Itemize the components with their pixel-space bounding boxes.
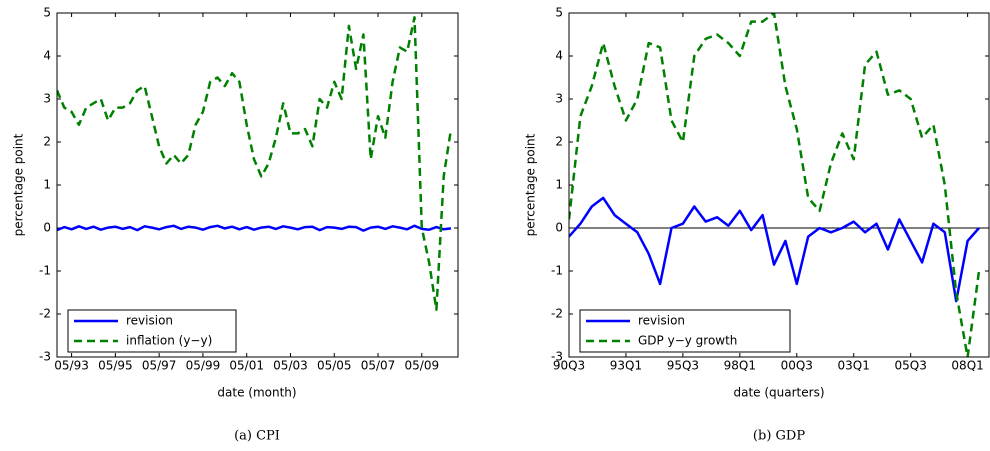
x-tick-label: 05Q3 xyxy=(894,359,926,373)
subplot: -3 -2 -1 0 1 2 3 4 5 05/93 05/95 05/97 05/99 05/01 05/… xyxy=(12,6,459,444)
y-tick-label: -2 xyxy=(39,307,51,321)
y-tick-label: 0 xyxy=(555,221,563,235)
series-line xyxy=(569,13,981,357)
x-tick-label: 05/01 xyxy=(229,359,264,373)
x-tick-label: 90Q3 xyxy=(553,359,585,373)
x-tick-label: 05/97 xyxy=(142,359,177,373)
legend-label: revision xyxy=(638,314,685,328)
y-tick-label: 4 xyxy=(555,49,563,63)
caption: (b) GDP xyxy=(753,429,805,444)
y-tick-label: 4 xyxy=(43,49,51,63)
x-tick-label: 05/09 xyxy=(405,359,440,373)
y-tick-label: 5 xyxy=(555,6,563,20)
plot-area xyxy=(569,13,989,357)
axes-frame xyxy=(568,12,990,358)
series-line xyxy=(569,196,980,303)
x-tick-label: 05/93 xyxy=(54,359,89,373)
y-tick-label: 3 xyxy=(555,92,563,106)
y-axis-label: percentage point xyxy=(524,133,538,236)
y-tick-label: -1 xyxy=(551,264,563,278)
y-tick-label: 5 xyxy=(43,6,51,20)
legend-label: revision xyxy=(126,314,173,328)
y-tick-label: 1 xyxy=(43,178,51,192)
y-tick-label: 2 xyxy=(555,135,563,149)
x-tick-label: 05/95 xyxy=(98,359,133,373)
legend-label: GDP y−y growth xyxy=(638,334,737,348)
x-tick-label: 00Q3 xyxy=(781,359,813,373)
y-tick-label: -3 xyxy=(551,350,563,364)
caption: (a) CPI xyxy=(234,429,280,444)
series-line xyxy=(57,16,453,311)
x-tick-label: 05/99 xyxy=(186,359,221,373)
x-tick-label: 08Q1 xyxy=(951,359,983,373)
x-tick-label: 05/07 xyxy=(361,359,396,373)
series-line xyxy=(57,224,452,232)
y-tick-label: 3 xyxy=(43,92,51,106)
y-tick-label: -2 xyxy=(551,307,563,321)
x-tick-label: 98Q1 xyxy=(724,359,756,373)
y-tick-label: -1 xyxy=(39,264,51,278)
axes-frame xyxy=(56,12,459,358)
legend-box xyxy=(579,309,791,353)
plot-lines xyxy=(569,13,981,357)
y-tick-label: 0 xyxy=(43,221,51,235)
y-tick-label: 2 xyxy=(43,135,51,149)
plot-lines xyxy=(57,16,453,311)
y-axis-label: percentage point xyxy=(12,133,26,236)
x-tick-label: 05/03 xyxy=(273,359,308,373)
x-tick-label: 95Q3 xyxy=(667,359,699,373)
x-axis-label: date (quarters) xyxy=(733,386,824,400)
legend-box xyxy=(67,309,237,353)
x-tick-label: 03Q1 xyxy=(838,359,870,373)
x-tick-label: 05/05 xyxy=(317,359,352,373)
y-tick-label: -3 xyxy=(39,350,51,364)
y-tick-label: 1 xyxy=(555,178,563,192)
legend-label: inflation (y−y) xyxy=(126,334,212,348)
x-tick-label: 93Q1 xyxy=(610,359,642,373)
plot-area xyxy=(57,13,458,357)
x-axis-label: date (month) xyxy=(217,386,296,400)
subplot: -3 -2 -1 0 1 2 3 4 5 90Q3 93Q1 95Q3 98Q1 00Q3 03Q1 05Q3… xyxy=(524,6,990,444)
